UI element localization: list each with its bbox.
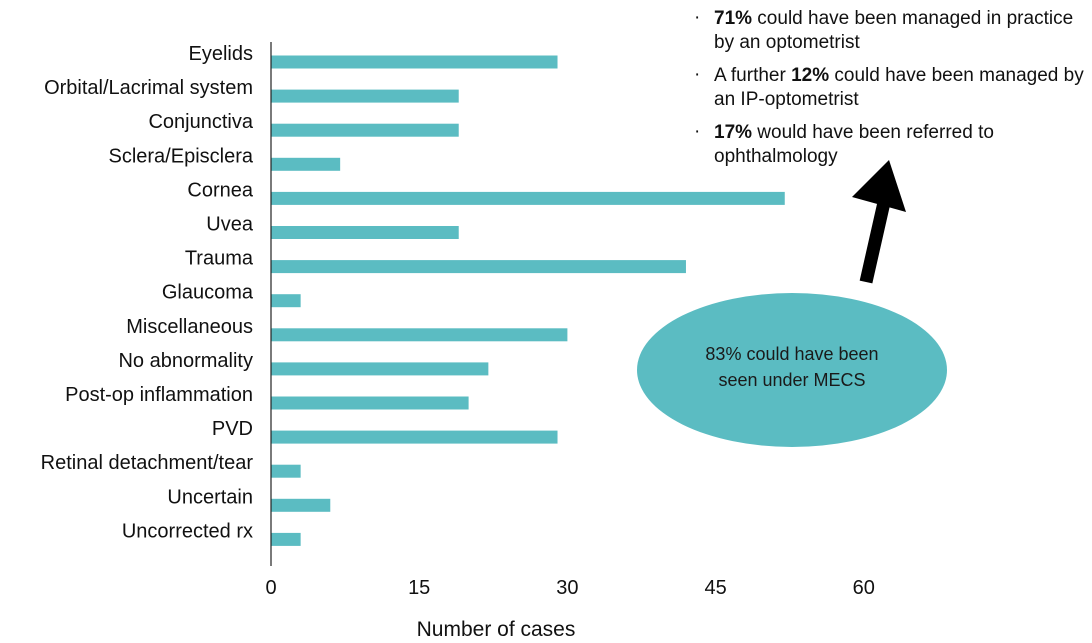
x-tick-label: 60 xyxy=(853,577,875,599)
category-label-uncorrected-rx: Uncorrected rx xyxy=(122,520,253,542)
category-label-conjunctiva: Conjunctiva xyxy=(148,111,253,133)
mecs-ellipse xyxy=(637,293,947,447)
category-labels: Eyelids Orbital/Lacrimal system Conjunctiv… xyxy=(41,43,254,542)
category-label-orbital-lacrimal-system: Orbital/Lacrimal system xyxy=(44,77,253,99)
summary-notes: · 71% could have been managed in practic… xyxy=(690,7,1090,178)
bar-sclera-episclera xyxy=(271,157,341,171)
x-tick-label: 30 xyxy=(556,577,578,599)
category-label-pvd: PVD xyxy=(212,418,253,440)
note-prefix: A further xyxy=(714,65,792,86)
bullet-icon: · xyxy=(694,121,701,142)
note-item-ophthalmology: · 17% would have been referred to ophtha… xyxy=(690,121,1090,169)
category-label-retinal-detachment-tear: Retinal detachment/tear xyxy=(41,452,254,474)
x-tick-label: 45 xyxy=(704,577,726,599)
category-label-sclera-episclera: Sclera/Episclera xyxy=(108,145,253,167)
bullet-icon: · xyxy=(694,64,701,85)
bar-post-op-inflammation xyxy=(271,396,469,410)
category-label-miscellaneous: Miscellaneous xyxy=(126,316,253,338)
note-text: could have been managed by an IP-optomet… xyxy=(714,65,1084,110)
note-text: could have been managed in practice by a… xyxy=(714,8,1074,53)
note-item-ip-optometrist: · A further 12% could have been managed … xyxy=(690,64,1090,112)
bar-trauma xyxy=(271,260,686,274)
category-label-eyelids: Eyelids xyxy=(189,43,253,65)
bar-uvea xyxy=(271,226,459,239)
category-label-trauma: Trauma xyxy=(185,248,254,270)
note-percent: 71% xyxy=(714,8,753,29)
ellipse-text-line1: 83% could have been xyxy=(705,344,878,364)
bar-orbital-lacrimal-system xyxy=(271,89,459,103)
x-axis-title: Number of cases xyxy=(417,618,576,641)
arrow-shaft xyxy=(859,196,892,284)
ellipse-text-line2: seen under MECS xyxy=(718,370,865,390)
category-label-uvea: Uvea xyxy=(206,214,254,236)
bar-pvd xyxy=(271,430,558,444)
bar-no-abnormality xyxy=(271,362,489,376)
arrow-head xyxy=(852,160,906,212)
bar-miscellaneous xyxy=(271,328,568,342)
category-label-uncertain: Uncertain xyxy=(167,486,253,508)
x-tick-labels: 0 15 30 45 60 xyxy=(265,577,874,599)
note-percent: 12% xyxy=(791,65,830,86)
bar-uncertain xyxy=(271,498,331,512)
category-label-no-abnormality: No abnormality xyxy=(118,350,253,372)
note-item-optometrist: · 71% could have been managed in practic… xyxy=(690,7,1090,55)
bullet-icon: · xyxy=(694,7,701,28)
x-tick-label: 0 xyxy=(265,577,276,599)
bar-cornea xyxy=(271,191,785,205)
note-text: would have been referred to ophthalmolog… xyxy=(714,122,994,167)
note-percent: 17% xyxy=(714,122,753,143)
bars-layer xyxy=(271,55,785,546)
x-tick-label: 15 xyxy=(408,577,430,599)
bar-eyelids xyxy=(271,55,558,69)
bar-retinal-detachment-tear xyxy=(271,464,301,478)
bar-conjunctiva xyxy=(271,123,459,137)
bar-uncorrected-rx xyxy=(271,532,301,546)
category-label-cornea: Cornea xyxy=(187,179,253,201)
bar-glaucoma xyxy=(271,294,301,308)
category-label-glaucoma: Glaucoma xyxy=(162,282,254,304)
category-label-post-op-inflammation: Post-op inflammation xyxy=(65,384,253,406)
